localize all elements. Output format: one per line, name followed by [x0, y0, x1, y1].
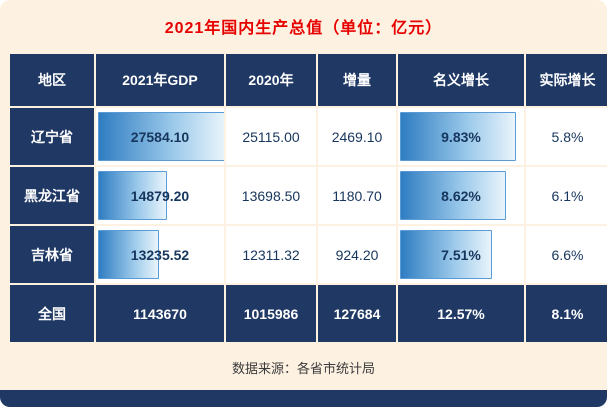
- gdp2021-cell: 14879.20: [96, 167, 224, 224]
- gdp2021-cell: 1143670: [96, 285, 224, 342]
- table-row-liaoning: 辽宁省 27584.10 25115.00 2469.10 9.83% 5.8%: [10, 108, 607, 165]
- bottom-navy-bar: [0, 390, 607, 407]
- gdp2021-cell: 27584.10: [96, 108, 224, 165]
- gdp-table: 地区 2021年GDP 2020年 增量 名义增长 实际增长 辽宁省 27584…: [8, 52, 607, 344]
- header-increment: 增量: [318, 54, 396, 106]
- gdp-data-bar: [98, 230, 160, 279]
- page-title: 2021年国内生产总值（单位：亿元）: [164, 20, 443, 37]
- nominal-growth-cell: 7.51%: [398, 226, 524, 283]
- real-growth-cell: 6.1%: [526, 167, 607, 224]
- gdp-data-bar: [98, 171, 168, 220]
- nominal-data-bar: [400, 112, 516, 161]
- data-source-note: 数据来源：各省市统计局: [231, 360, 375, 376]
- increment-cell: 2469.10: [318, 108, 396, 165]
- gdp2021-cell: 13235.52: [96, 226, 224, 283]
- nominal-growth-cell: 9.83%: [398, 108, 524, 165]
- header-real-growth: 实际增长: [526, 54, 607, 106]
- nominal-growth-value: 7.51%: [441, 246, 481, 263]
- header-gdp2021: 2021年GDP: [96, 54, 224, 106]
- gdp-data-bar: [98, 112, 224, 161]
- gdp2021-value: 27584.10: [130, 128, 190, 145]
- table-row-heilongjiang: 黑龙江省 14879.20 13698.50 1180.70 8.62% 6.1…: [10, 167, 607, 224]
- header-nominal-growth: 名义增长: [398, 54, 524, 106]
- table-row-national-total: 全国 1143670 1015986 127684 12.57% 8.1%: [10, 285, 607, 342]
- region-cell: 黑龙江省: [10, 167, 94, 224]
- real-growth-cell: 5.8%: [526, 108, 607, 165]
- header-region: 地区: [10, 54, 94, 106]
- gdp2021-value: 13235.52: [130, 246, 190, 263]
- increment-cell: 127684: [318, 285, 396, 342]
- nominal-growth-cell: 12.57%: [398, 285, 524, 342]
- nominal-growth-value: 9.83%: [441, 128, 481, 145]
- gdp2020-cell: 12311.32: [226, 226, 316, 283]
- gdp2020-cell: 13698.50: [226, 167, 316, 224]
- table-row-jilin: 吉林省 13235.52 12311.32 924.20 7.51% 6.6%: [10, 226, 607, 283]
- header-row: 地区 2021年GDP 2020年 增量 名义增长 实际增长: [10, 54, 607, 106]
- nominal-growth-cell: 8.62%: [398, 167, 524, 224]
- gdp2021-value: 14879.20: [130, 187, 190, 204]
- header-gdp2020: 2020年: [226, 54, 316, 106]
- region-cell: 辽宁省: [10, 108, 94, 165]
- gdp2020-cell: 1015986: [226, 285, 316, 342]
- nominal-growth-value: 8.62%: [441, 187, 481, 204]
- real-growth-cell: 6.6%: [526, 226, 607, 283]
- real-growth-cell: 8.1%: [526, 285, 607, 342]
- gdp2020-cell: 25115.00: [226, 108, 316, 165]
- nominal-data-bar: [400, 171, 506, 220]
- region-cell: 吉林省: [10, 226, 94, 283]
- increment-cell: 924.20: [318, 226, 396, 283]
- nominal-data-bar: [400, 230, 492, 279]
- region-cell: 全国: [10, 285, 94, 342]
- increment-cell: 1180.70: [318, 167, 396, 224]
